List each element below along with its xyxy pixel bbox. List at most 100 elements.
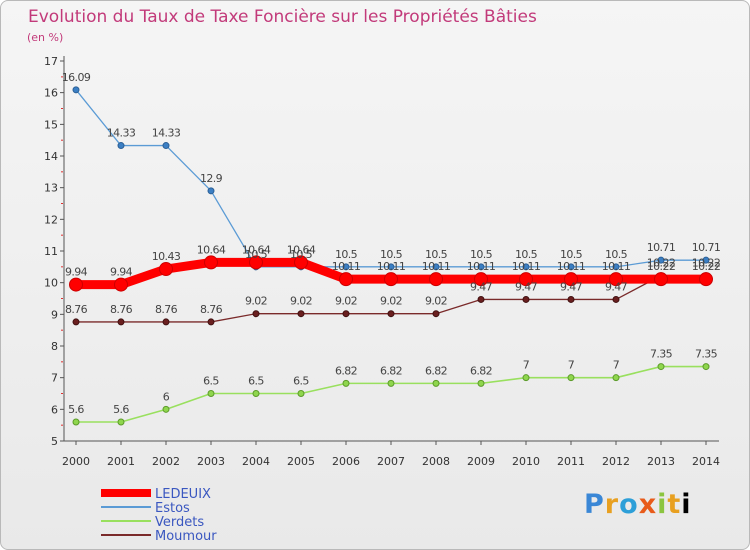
- data-label: 9.02: [380, 295, 402, 308]
- data-label: 6.82: [425, 364, 447, 377]
- data-point: [474, 272, 488, 287]
- data-label: 5.6: [68, 403, 84, 416]
- data-label: 7: [523, 359, 530, 372]
- data-label: 6.5: [293, 375, 309, 388]
- data-label: 10.5: [515, 248, 538, 261]
- data-label: 7: [568, 359, 575, 372]
- data-label: 9.47: [605, 280, 628, 293]
- data-label: 6.82: [470, 364, 492, 377]
- data-point: [252, 310, 260, 318]
- data-point: [564, 272, 578, 287]
- data-label: 6.5: [203, 375, 219, 388]
- x-tick-label: 2012: [602, 455, 630, 468]
- data-point: [387, 310, 395, 318]
- x-tick-label: 2011: [557, 455, 585, 468]
- data-label: 10.5: [380, 248, 403, 261]
- data-label: 7: [613, 359, 620, 372]
- data-point: [297, 390, 305, 397]
- data-point: [657, 363, 665, 371]
- data-label: 10.11: [512, 260, 541, 273]
- data-point: [342, 263, 350, 271]
- data-label: 10.11: [377, 260, 406, 273]
- data-point: [159, 262, 173, 277]
- data-point: [609, 272, 623, 287]
- data-label: 10.5: [470, 248, 493, 261]
- data-label: 10.5: [560, 248, 583, 261]
- x-tick-label: 2013: [647, 455, 675, 468]
- data-point: [117, 318, 125, 326]
- y-tick-label: 9: [51, 308, 58, 321]
- data-point: [432, 379, 440, 387]
- data-label: 6: [163, 390, 170, 403]
- logo-letter: x: [638, 489, 658, 520]
- data-label: 14.33: [152, 127, 181, 140]
- data-label: 10.5: [245, 248, 268, 261]
- data-label: 9.47: [560, 280, 583, 293]
- data-point: [477, 263, 485, 271]
- data-label: 10.5: [335, 248, 358, 261]
- logo-letter: r: [604, 489, 620, 520]
- data-point: [522, 295, 530, 303]
- y-tick-label: 11: [44, 245, 58, 258]
- data-point: [342, 379, 350, 387]
- data-point: [162, 405, 170, 413]
- data-point: [657, 256, 665, 264]
- legend-label-ledeuix: LEDEUIX: [155, 487, 211, 502]
- data-point: [207, 318, 215, 326]
- data-point: [612, 295, 620, 303]
- data-label: 10.11: [332, 260, 361, 273]
- data-point: [204, 255, 218, 270]
- x-tick-label: 2014: [692, 455, 720, 468]
- data-point: [654, 272, 668, 287]
- data-point: [162, 318, 170, 326]
- data-point: [612, 263, 620, 271]
- data-point: [117, 418, 125, 426]
- logo-letter: i: [681, 489, 692, 520]
- data-label: 10.64: [287, 243, 316, 256]
- y-tick-label: 13: [44, 182, 58, 195]
- data-label: 10.5: [605, 248, 628, 261]
- x-tick-label: 2001: [107, 455, 135, 468]
- data-label: 6.5: [248, 375, 264, 388]
- data-label: 8.76: [65, 303, 88, 316]
- data-label: 10.11: [467, 260, 496, 273]
- data-point: [387, 379, 395, 387]
- x-tick-label: 2000: [62, 455, 90, 468]
- data-label: 9.02: [290, 295, 312, 308]
- data-point: [477, 295, 485, 303]
- chart-title: Evolution du Taux de Taxe Foncière sur l…: [28, 7, 537, 27]
- data-label: 10.64: [197, 243, 226, 256]
- data-point: [69, 277, 83, 292]
- data-label: 10.22: [692, 260, 721, 273]
- proxiti-logo: Proxiti: [584, 489, 692, 520]
- y-tick-label: 16: [44, 87, 58, 100]
- data-point: [297, 310, 305, 318]
- data-point: [114, 277, 128, 292]
- legend-label-verdets: Verdets: [155, 515, 204, 530]
- data-point: [207, 187, 215, 195]
- data-label: 14.33: [107, 127, 136, 140]
- series-line-estos: [75, 89, 706, 268]
- y-tick-label: 10: [44, 277, 58, 290]
- data-label: 9.47: [470, 280, 493, 293]
- data-point: [72, 318, 80, 326]
- data-point: [612, 374, 620, 382]
- data-label: 16.09: [62, 71, 91, 84]
- x-tick-label: 2007: [377, 455, 405, 468]
- logo-letter: t: [667, 489, 682, 520]
- y-tick-label: 12: [44, 213, 58, 226]
- data-label: 9.94: [65, 266, 88, 279]
- data-label: 10.11: [422, 260, 451, 273]
- y-tick-label: 5: [51, 435, 58, 448]
- data-label: 10.5: [425, 248, 448, 261]
- legend-label-moumour: Moumour: [155, 529, 217, 544]
- data-point: [477, 379, 485, 387]
- data-label: 6.82: [380, 364, 402, 377]
- data-label: 10.22: [647, 260, 676, 273]
- data-point: [117, 142, 125, 150]
- data-label: 6.82: [335, 364, 357, 377]
- data-label: 10.5: [290, 248, 313, 261]
- data-point: [567, 263, 575, 271]
